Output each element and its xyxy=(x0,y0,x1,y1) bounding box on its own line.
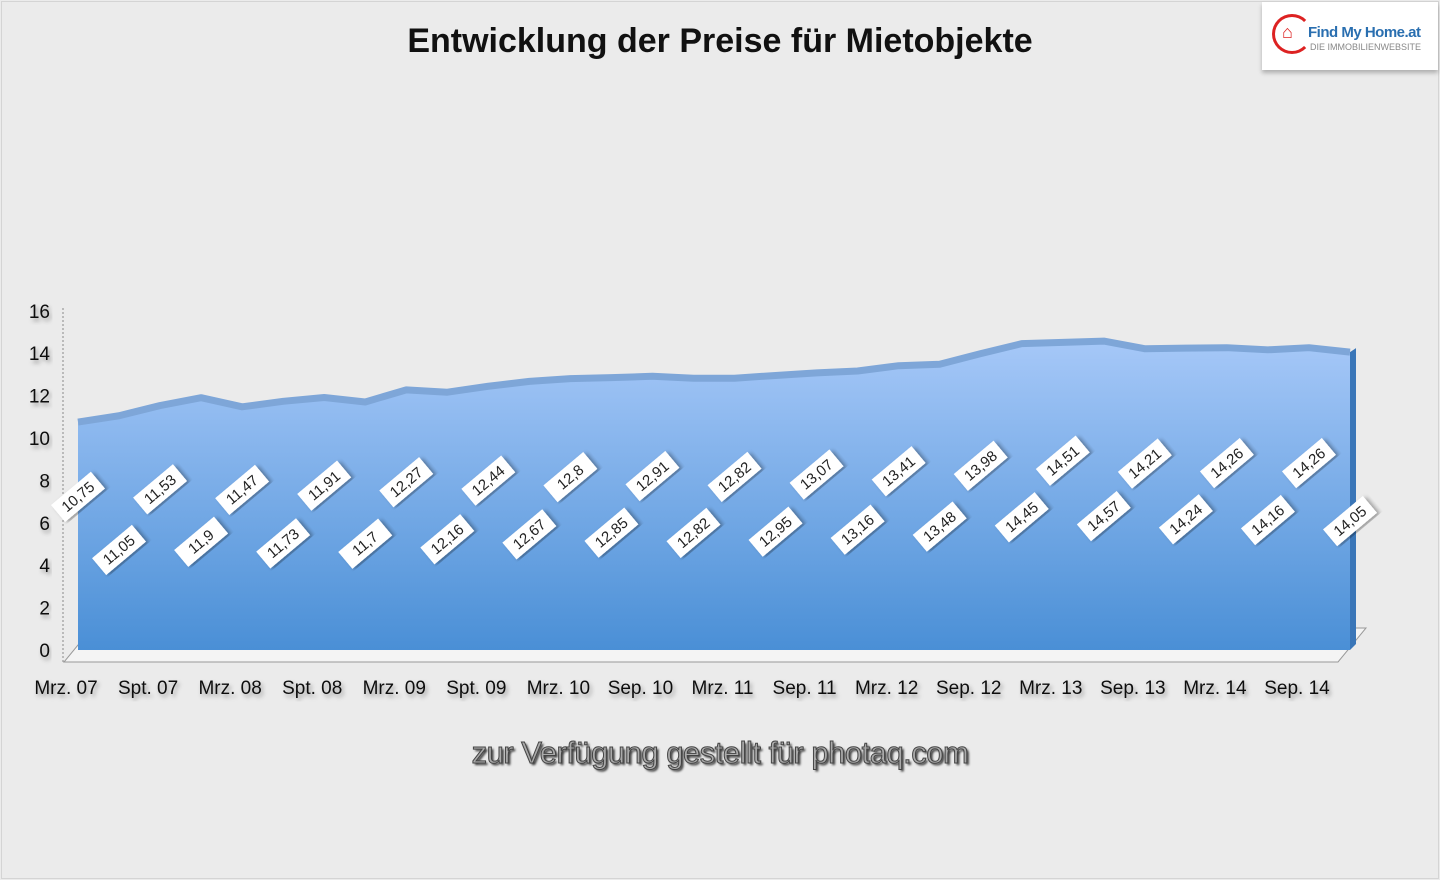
watermark: zur Verfügung gestellt für photaq.com xyxy=(471,735,969,771)
x-tick-label: Mrz. 09 xyxy=(363,678,426,699)
data-label-box xyxy=(1158,494,1213,545)
x-tick-label: Sep. 10 xyxy=(608,678,674,699)
y-tick-label: 0 xyxy=(39,641,50,662)
x-tick-label: Spt. 08 xyxy=(282,678,342,699)
data-label: 12,44 xyxy=(461,455,516,506)
data-label-box xyxy=(174,516,229,567)
data-label-box xyxy=(215,464,270,516)
data-label-box xyxy=(1323,495,1377,547)
data-label-box xyxy=(994,492,1049,543)
y-tick-label: 10 xyxy=(29,429,50,450)
x-tick-label: Sep. 13 xyxy=(1100,678,1166,699)
data-label-box xyxy=(1076,490,1131,542)
logo-ring-icon xyxy=(1272,14,1312,54)
data-label-box xyxy=(1281,437,1336,489)
data-label-box xyxy=(51,471,105,522)
data-label-box xyxy=(256,518,311,569)
data-label-box xyxy=(871,446,926,497)
x-tick-label: Spt. 07 xyxy=(118,678,178,699)
data-label-box xyxy=(707,451,762,503)
data-label-box xyxy=(666,507,721,559)
data-label-box xyxy=(1240,494,1295,546)
data-label-box xyxy=(338,518,393,569)
logo-name: Find My Home.at xyxy=(1308,24,1421,41)
x-tick-label: Mrz. 10 xyxy=(527,678,590,699)
x-tick-label: Mrz. 12 xyxy=(855,678,918,699)
x-tick-label: Mrz. 07 xyxy=(34,678,97,699)
y-tick-label: 6 xyxy=(39,514,50,535)
x-tick-label: Mrz. 08 xyxy=(198,678,261,699)
house-icon: ⌂ xyxy=(1282,22,1293,42)
data-label-box xyxy=(1117,438,1172,489)
x-tick-label: Mrz. 11 xyxy=(692,678,754,699)
y-tick-label: 4 xyxy=(39,556,50,577)
data-label: 13,07 xyxy=(789,449,844,500)
data-label-box xyxy=(1035,435,1090,486)
data-label-box xyxy=(830,504,885,555)
y-tick-label: 14 xyxy=(29,344,51,365)
data-label-box xyxy=(420,514,475,565)
data-label-box xyxy=(502,509,557,560)
data-label-box xyxy=(584,507,639,558)
data-label-box xyxy=(953,440,1008,491)
y-tick-label: 12 xyxy=(29,387,50,408)
x-tick-label: Mrz. 13 xyxy=(1019,678,1082,699)
area-series xyxy=(78,341,1350,650)
data-label-box xyxy=(133,464,188,515)
data-label-box xyxy=(92,524,147,576)
data-label-box xyxy=(461,455,516,506)
x-tick-label: Spt. 09 xyxy=(446,678,506,699)
findmyhome-logo: ⌂ Find My Home.at DIE IMMOBILIENWEBSITE xyxy=(1262,2,1438,70)
y-tick-label: 8 xyxy=(39,471,50,492)
data-label-box xyxy=(625,450,680,502)
data-label-box xyxy=(789,449,844,500)
y-tick-label: 16 xyxy=(29,302,50,323)
x-tick-label: Mrz. 14 xyxy=(1183,678,1247,699)
data-label-box xyxy=(379,457,434,508)
x-tick-label: Sep. 11 xyxy=(773,678,837,699)
area-side xyxy=(1350,348,1356,650)
data-label-box xyxy=(297,460,352,511)
area-top-edge xyxy=(77,337,1351,426)
data-label: 12,82 xyxy=(707,451,762,503)
data-label-box xyxy=(748,506,803,557)
x-tick-label: Sep. 14 xyxy=(1264,678,1330,699)
y-tick-label: 2 xyxy=(39,599,50,620)
data-label-box xyxy=(543,451,598,503)
logo-tagline: DIE IMMOBILIENWEBSITE xyxy=(1310,42,1422,52)
data-label-box xyxy=(1199,437,1254,489)
x-tick-label: Sep. 12 xyxy=(936,678,1002,699)
chart-title: Entwicklung der Preise für Mietobjekte xyxy=(407,22,1033,60)
data-label-box xyxy=(912,501,967,552)
